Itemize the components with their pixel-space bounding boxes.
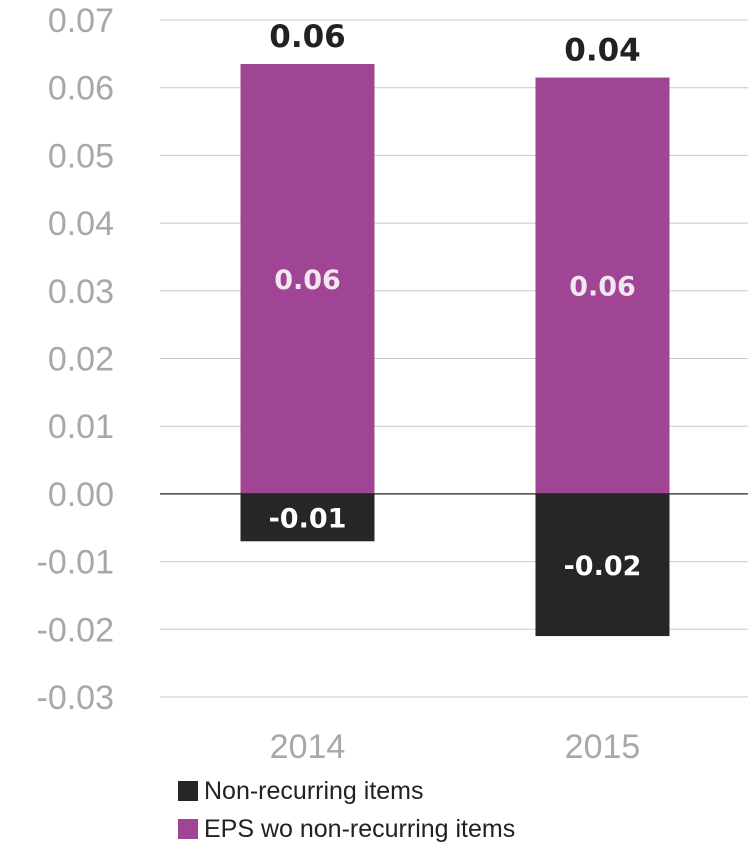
- y-tick-label: 0.07: [48, 2, 114, 40]
- y-tick-label: 0.03: [48, 273, 114, 311]
- legend-swatch-non-recurring: [178, 781, 198, 801]
- y-tick-label: -0.01: [37, 544, 115, 582]
- legend-label-eps: EPS wo non-recurring items: [204, 814, 516, 843]
- y-tick-label: 0.04: [48, 205, 114, 243]
- y-tick-label: 0.06: [48, 70, 114, 108]
- legend-label-non-recurring: Non-recurring items: [204, 776, 424, 805]
- bar-eps-2015: [535, 77, 670, 494]
- data-label-non-recurring-2014: -0.01: [269, 504, 347, 535]
- y-tick-label: 0.05: [48, 137, 114, 175]
- x-tick-label-2015: 2015: [565, 728, 641, 766]
- bars: [240, 64, 670, 637]
- total-label-2015: 0.04: [564, 33, 641, 69]
- bar-labels: -0.01 0.06 0.06 -0.02 0.06 0.04: [269, 19, 642, 582]
- bar-non-recurring-2015: [535, 493, 670, 637]
- legend-item-eps: EPS wo non-recurring items: [178, 810, 515, 848]
- total-label-2014: 0.06: [269, 19, 346, 55]
- bar-non-recurring-2014: [240, 493, 375, 542]
- legend-item-non-recurring: Non-recurring items: [178, 772, 515, 810]
- y-tick-label: 0.02: [48, 341, 114, 379]
- x-axis: 2014 2015: [270, 728, 641, 766]
- y-tick-label: -0.03: [37, 679, 115, 717]
- y-tick-label: 0.01: [48, 408, 114, 446]
- x-tick-label-2014: 2014: [270, 728, 346, 766]
- y-tick-label: 0.00: [48, 476, 114, 514]
- data-label-eps-2014: 0.06: [274, 265, 341, 296]
- legend-swatch-eps: [178, 819, 198, 839]
- bar-eps-2014: [240, 64, 375, 494]
- data-label-eps-2015: 0.06: [569, 272, 636, 303]
- eps-bar-chart: 0.070.060.050.040.030.020.010.00-0.01-0.…: [37, 2, 748, 766]
- y-tick-label: -0.02: [37, 611, 115, 649]
- legend: Non-recurring items EPS wo non-recurring…: [178, 772, 515, 848]
- data-label-non-recurring-2015: -0.02: [564, 551, 642, 582]
- y-axis: 0.07 0.06 0.05 0.04 0.03 0.02 0.01 0.00 -0.01 -0.…: [37, 2, 115, 717]
